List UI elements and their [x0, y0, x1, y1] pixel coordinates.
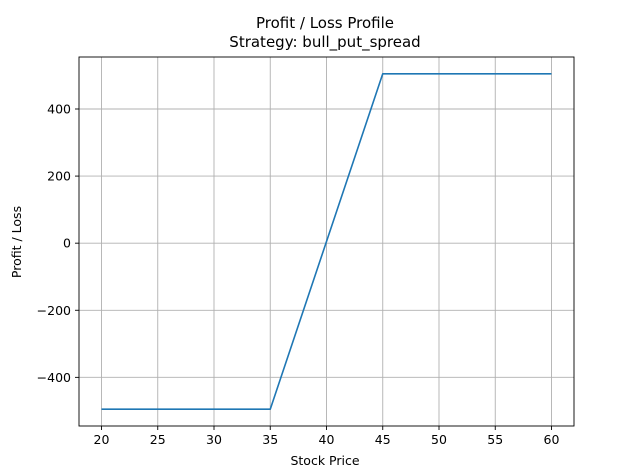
- x-tick-label: 30: [206, 432, 222, 447]
- x-axis-label: Stock Price: [290, 453, 359, 468]
- x-tick-label: 45: [375, 432, 391, 447]
- y-tick-label: −400: [37, 370, 71, 385]
- x-tick-label: 50: [431, 432, 447, 447]
- y-tick-label: 0: [63, 236, 71, 251]
- x-tick-label: 20: [94, 432, 110, 447]
- x-tick-label: 35: [262, 432, 278, 447]
- series-layer: [101, 72, 552, 411]
- x-tick-label: 40: [319, 432, 335, 447]
- y-tick-label: 400: [47, 101, 71, 116]
- chart-title: Profit / Loss Profile: [256, 14, 394, 32]
- pnl-series-line: [101, 72, 552, 411]
- axis-ticks: 20 25 30 35 40 45 50 55 60 −400 −200 0 200 400: [37, 101, 560, 447]
- x-tick-label: 55: [487, 432, 503, 447]
- y-axis-label: Profit / Loss: [9, 206, 24, 278]
- x-tick-label: 25: [150, 432, 166, 447]
- x-tick-label: 60: [544, 432, 560, 447]
- chart-subtitle: Strategy: bull_put_spread: [229, 33, 420, 52]
- y-tick-label: 200: [47, 169, 71, 184]
- y-tick-label: −200: [37, 303, 71, 318]
